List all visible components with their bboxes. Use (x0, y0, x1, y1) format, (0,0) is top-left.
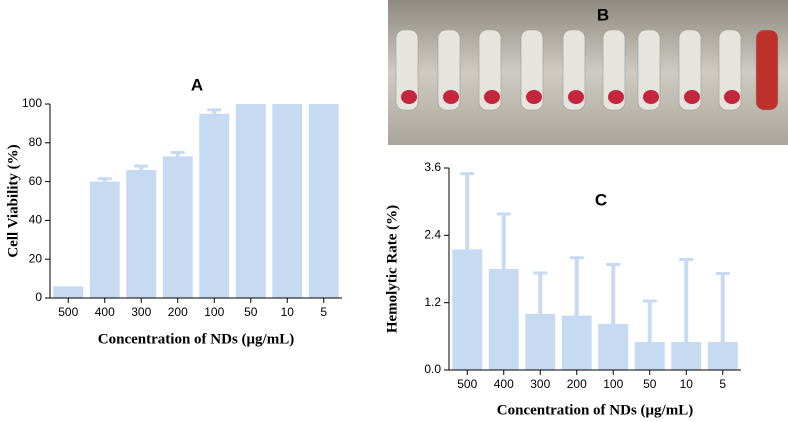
x-tick-label: 400 (95, 305, 115, 319)
sediment (724, 90, 740, 104)
bar (235, 104, 266, 298)
bar (162, 156, 193, 298)
x-tick-label: 400 (494, 377, 514, 391)
sediment (684, 90, 700, 104)
bar (89, 181, 120, 298)
sediment (568, 90, 584, 104)
y-tick-label: 20 (29, 251, 43, 265)
x-tick-label: 300 (131, 305, 151, 319)
sediment (443, 90, 459, 104)
photo (388, 0, 788, 145)
tube (395, 29, 419, 111)
x-tick-label: 5 (320, 305, 327, 319)
x-tick-label: 500 (457, 377, 477, 391)
y-tick-label: 40 (29, 213, 43, 227)
chart-title: C (595, 190, 607, 209)
x-tick-label: 500 (58, 305, 78, 319)
x-tick-label: 100 (204, 305, 224, 319)
x-tick-label: 50 (643, 377, 657, 391)
y-tick-label: 100 (22, 96, 42, 110)
sediment (526, 90, 542, 104)
bar (272, 104, 303, 298)
photo-label: B (597, 5, 609, 24)
sediment (608, 90, 624, 104)
tube (637, 29, 661, 111)
bar (707, 341, 738, 370)
x-tick-label: 5 (719, 377, 726, 391)
x-tick-label: 200 (168, 305, 188, 319)
tube (755, 29, 779, 111)
y-tick-label: 1.2 (424, 295, 441, 309)
x-tick-label: 300 (530, 377, 550, 391)
y-tick-label: 80 (29, 135, 43, 149)
sediment (484, 90, 500, 104)
y-tick-label: 0.0 (424, 362, 441, 376)
tube (718, 29, 742, 111)
x-tick-label: 10 (281, 305, 295, 319)
bar (525, 313, 556, 370)
y-axis-label: Hemolytic Rate (%) (384, 205, 400, 333)
tube (602, 29, 626, 111)
tube (678, 29, 702, 111)
bar (199, 113, 230, 298)
x-axis-label: Concentration of NDs (μg/mL) (497, 402, 693, 418)
tube (562, 29, 586, 111)
x-tick-label: 10 (680, 377, 694, 391)
x-tick-label: 50 (244, 305, 258, 319)
y-tick-label: 2.4 (424, 228, 441, 242)
x-axis-label: Concentration of NDs (μg/mL) (98, 331, 294, 347)
x-tick-label: 200 (567, 377, 587, 391)
tube (520, 29, 544, 111)
y-axis-label: Cell Viability (%) (5, 144, 21, 257)
tube (437, 29, 461, 111)
x-tick-label: 100 (603, 377, 623, 391)
y-tick-label: 0 (35, 290, 42, 304)
sediment (401, 90, 417, 104)
bar (561, 315, 592, 370)
bar (53, 286, 84, 298)
bar (634, 341, 665, 370)
bar (488, 269, 519, 370)
sediment (643, 90, 659, 104)
bar (126, 169, 157, 298)
chart-title: A (191, 75, 203, 94)
y-tick-label: 3.6 (424, 160, 441, 174)
bar (308, 104, 339, 298)
bar (671, 341, 702, 370)
bar (452, 249, 483, 370)
tube (478, 29, 502, 111)
bar (598, 323, 629, 370)
y-tick-label: 60 (29, 174, 43, 188)
